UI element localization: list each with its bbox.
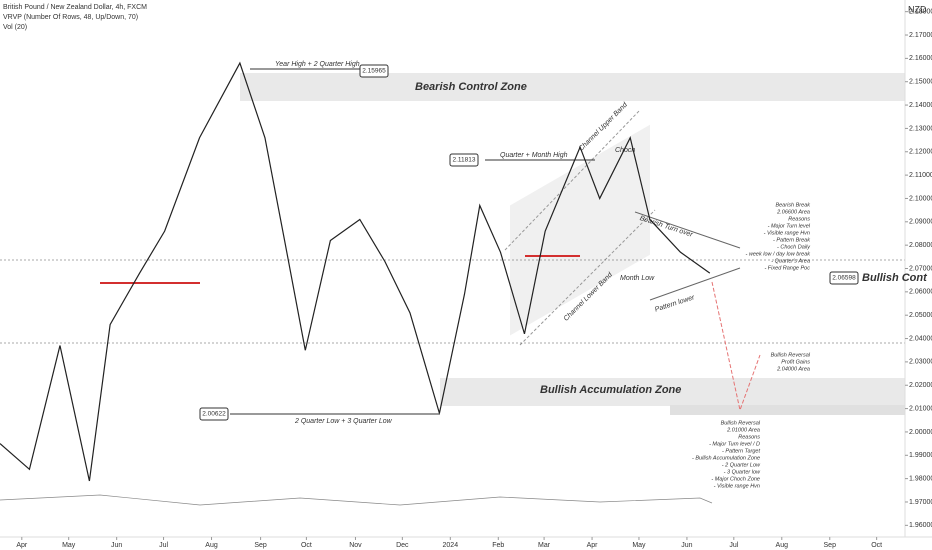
- reason-line: 2.01000 Area: [726, 427, 760, 433]
- x-tick-label: Dec: [396, 542, 409, 549]
- y-tick-label: 2.03000: [909, 359, 932, 366]
- reason-line: - 3 Quarter low: [724, 469, 761, 475]
- reason-line: Bearish Break: [775, 202, 810, 208]
- price-label: 2.11813: [452, 157, 475, 164]
- reason-line: - Pattern Break: [773, 237, 810, 243]
- reason-line: - week low / day low break: [746, 251, 811, 257]
- y-tick-label: 2.05000: [909, 312, 932, 319]
- reason-line: - Bullish Accumulation Zone: [692, 455, 760, 461]
- x-tick-label: 2024: [443, 542, 459, 549]
- y-tick-label: 2.07000: [909, 265, 932, 272]
- x-tick-label: Sep: [254, 542, 267, 549]
- y-tick-label: 2.10000: [909, 195, 932, 202]
- reason-line: - Visible range Hvn: [764, 230, 810, 236]
- y-tick-label: 2.08000: [909, 242, 932, 249]
- reason-line: 2.06600 Area: [776, 209, 810, 215]
- reason-line: Profit Gains: [781, 359, 810, 365]
- x-tick-label: Oct: [871, 542, 882, 549]
- y-tick-label: 2.01000: [909, 405, 932, 412]
- reason-line: - Visible range Hvn: [714, 483, 760, 489]
- header: British Pound / New Zealand Dollar, 4h, …: [3, 4, 147, 11]
- x-tick-label: Aug: [776, 542, 789, 549]
- y-tick-label: 2.06000: [909, 289, 932, 296]
- y-tick-label: 1.98000: [909, 475, 932, 482]
- x-tick-label: Jul: [159, 542, 168, 549]
- channel: [510, 124, 650, 336]
- price-label-box: [199, 407, 229, 421]
- x-tick-label: Jun: [681, 542, 692, 549]
- price-label: 2.00622: [202, 411, 226, 418]
- price-label-box: [449, 153, 479, 167]
- reason-line: - Pattern Target: [722, 448, 760, 454]
- reason-line: - 2 Quarter Low: [722, 462, 761, 468]
- x-tick-label: Sep: [824, 542, 837, 549]
- price-label: 2.15965: [362, 68, 386, 75]
- bullish-zone-lower: [670, 405, 905, 415]
- reason-line: - Major Choch Zone: [711, 476, 760, 482]
- y-tick-label: 2.18000: [909, 9, 932, 16]
- reason-line: - Fixed Range Poc: [764, 265, 810, 271]
- price-label-box: [829, 271, 859, 285]
- trend-line: [634, 211, 741, 249]
- reason-line: Bullish Reversal: [771, 352, 811, 358]
- currency: NZD: [908, 4, 927, 14]
- annotation: 2 Quarter Low + 3 Quarter Low: [294, 418, 393, 425]
- reason-line: - Choch Daily: [777, 244, 811, 250]
- bullish-zone: [440, 378, 905, 406]
- y-tick-label: 2.09000: [909, 219, 932, 226]
- y-tick-label: 2.14000: [909, 102, 932, 109]
- reason-line: Reasons: [788, 216, 810, 222]
- reason-line: - Quarter's Area: [771, 258, 810, 264]
- x-tick-label: Apr: [16, 542, 28, 549]
- reason-line: - Major Turn level / D: [709, 441, 760, 447]
- x-tick-label: May: [62, 542, 76, 549]
- bearish-zone: [240, 73, 905, 101]
- trend-line: [649, 267, 741, 301]
- y-tick-label: 2.11000: [909, 172, 932, 179]
- annotation: Month Low: [620, 275, 655, 282]
- annotation: Year High + 2 Quarter High: [275, 61, 360, 68]
- y-tick-label: 2.02000: [909, 382, 932, 389]
- annotation: Choch: [615, 147, 635, 154]
- x-tick-label: Jun: [111, 542, 122, 549]
- price-line: [0, 61, 711, 482]
- x-tick-label: Aug: [205, 542, 218, 549]
- y-tick-label: 2.12000: [909, 149, 932, 156]
- annotation: Bullish Accumulation Zone: [540, 384, 681, 396]
- y-tick-label: 2.00000: [909, 429, 932, 436]
- y-tick-label: 2.17000: [909, 32, 932, 39]
- reason-line: 2.04000 Area: [776, 366, 810, 372]
- reason-line: Reasons: [738, 434, 760, 440]
- header: VRVP (Number Of Rows, 48, Up/Down, 70): [3, 14, 138, 21]
- annotation: Bearish Control Zone: [415, 81, 527, 93]
- reason-line: Bullish Reversal: [721, 420, 761, 426]
- x-tick-label: Nov: [349, 542, 362, 549]
- y-tick-label: 1.97000: [909, 499, 932, 506]
- x-tick-label: Feb: [492, 542, 504, 549]
- y-tick-label: 2.04000: [909, 335, 932, 342]
- y-tick-label: 1.96000: [909, 522, 932, 529]
- reason-line: - Major Turn level: [768, 223, 811, 229]
- x-tick-label: May: [632, 542, 646, 549]
- y-tick-label: 2.13000: [909, 125, 932, 132]
- price-label-box: [359, 64, 389, 78]
- y-tick-label: 2.15000: [909, 79, 932, 86]
- annotation: Quarter + Month High: [500, 152, 568, 159]
- annotation: Bullish Cont: [862, 272, 928, 284]
- x-tick-label: Apr: [587, 542, 599, 549]
- x-tick-label: Jul: [729, 542, 738, 549]
- y-tick-label: 2.16000: [909, 55, 932, 62]
- channel-upper: [504, 109, 641, 251]
- volume-line: [0, 494, 713, 506]
- price-label: 2.06598: [832, 275, 856, 282]
- x-tick-label: Oct: [301, 542, 312, 549]
- y-tick-label: 1.99000: [909, 452, 932, 459]
- channel-lower: [519, 209, 656, 346]
- projection: [711, 281, 761, 412]
- x-tick-label: Mar: [538, 542, 551, 549]
- header: Vol (20): [3, 24, 27, 31]
